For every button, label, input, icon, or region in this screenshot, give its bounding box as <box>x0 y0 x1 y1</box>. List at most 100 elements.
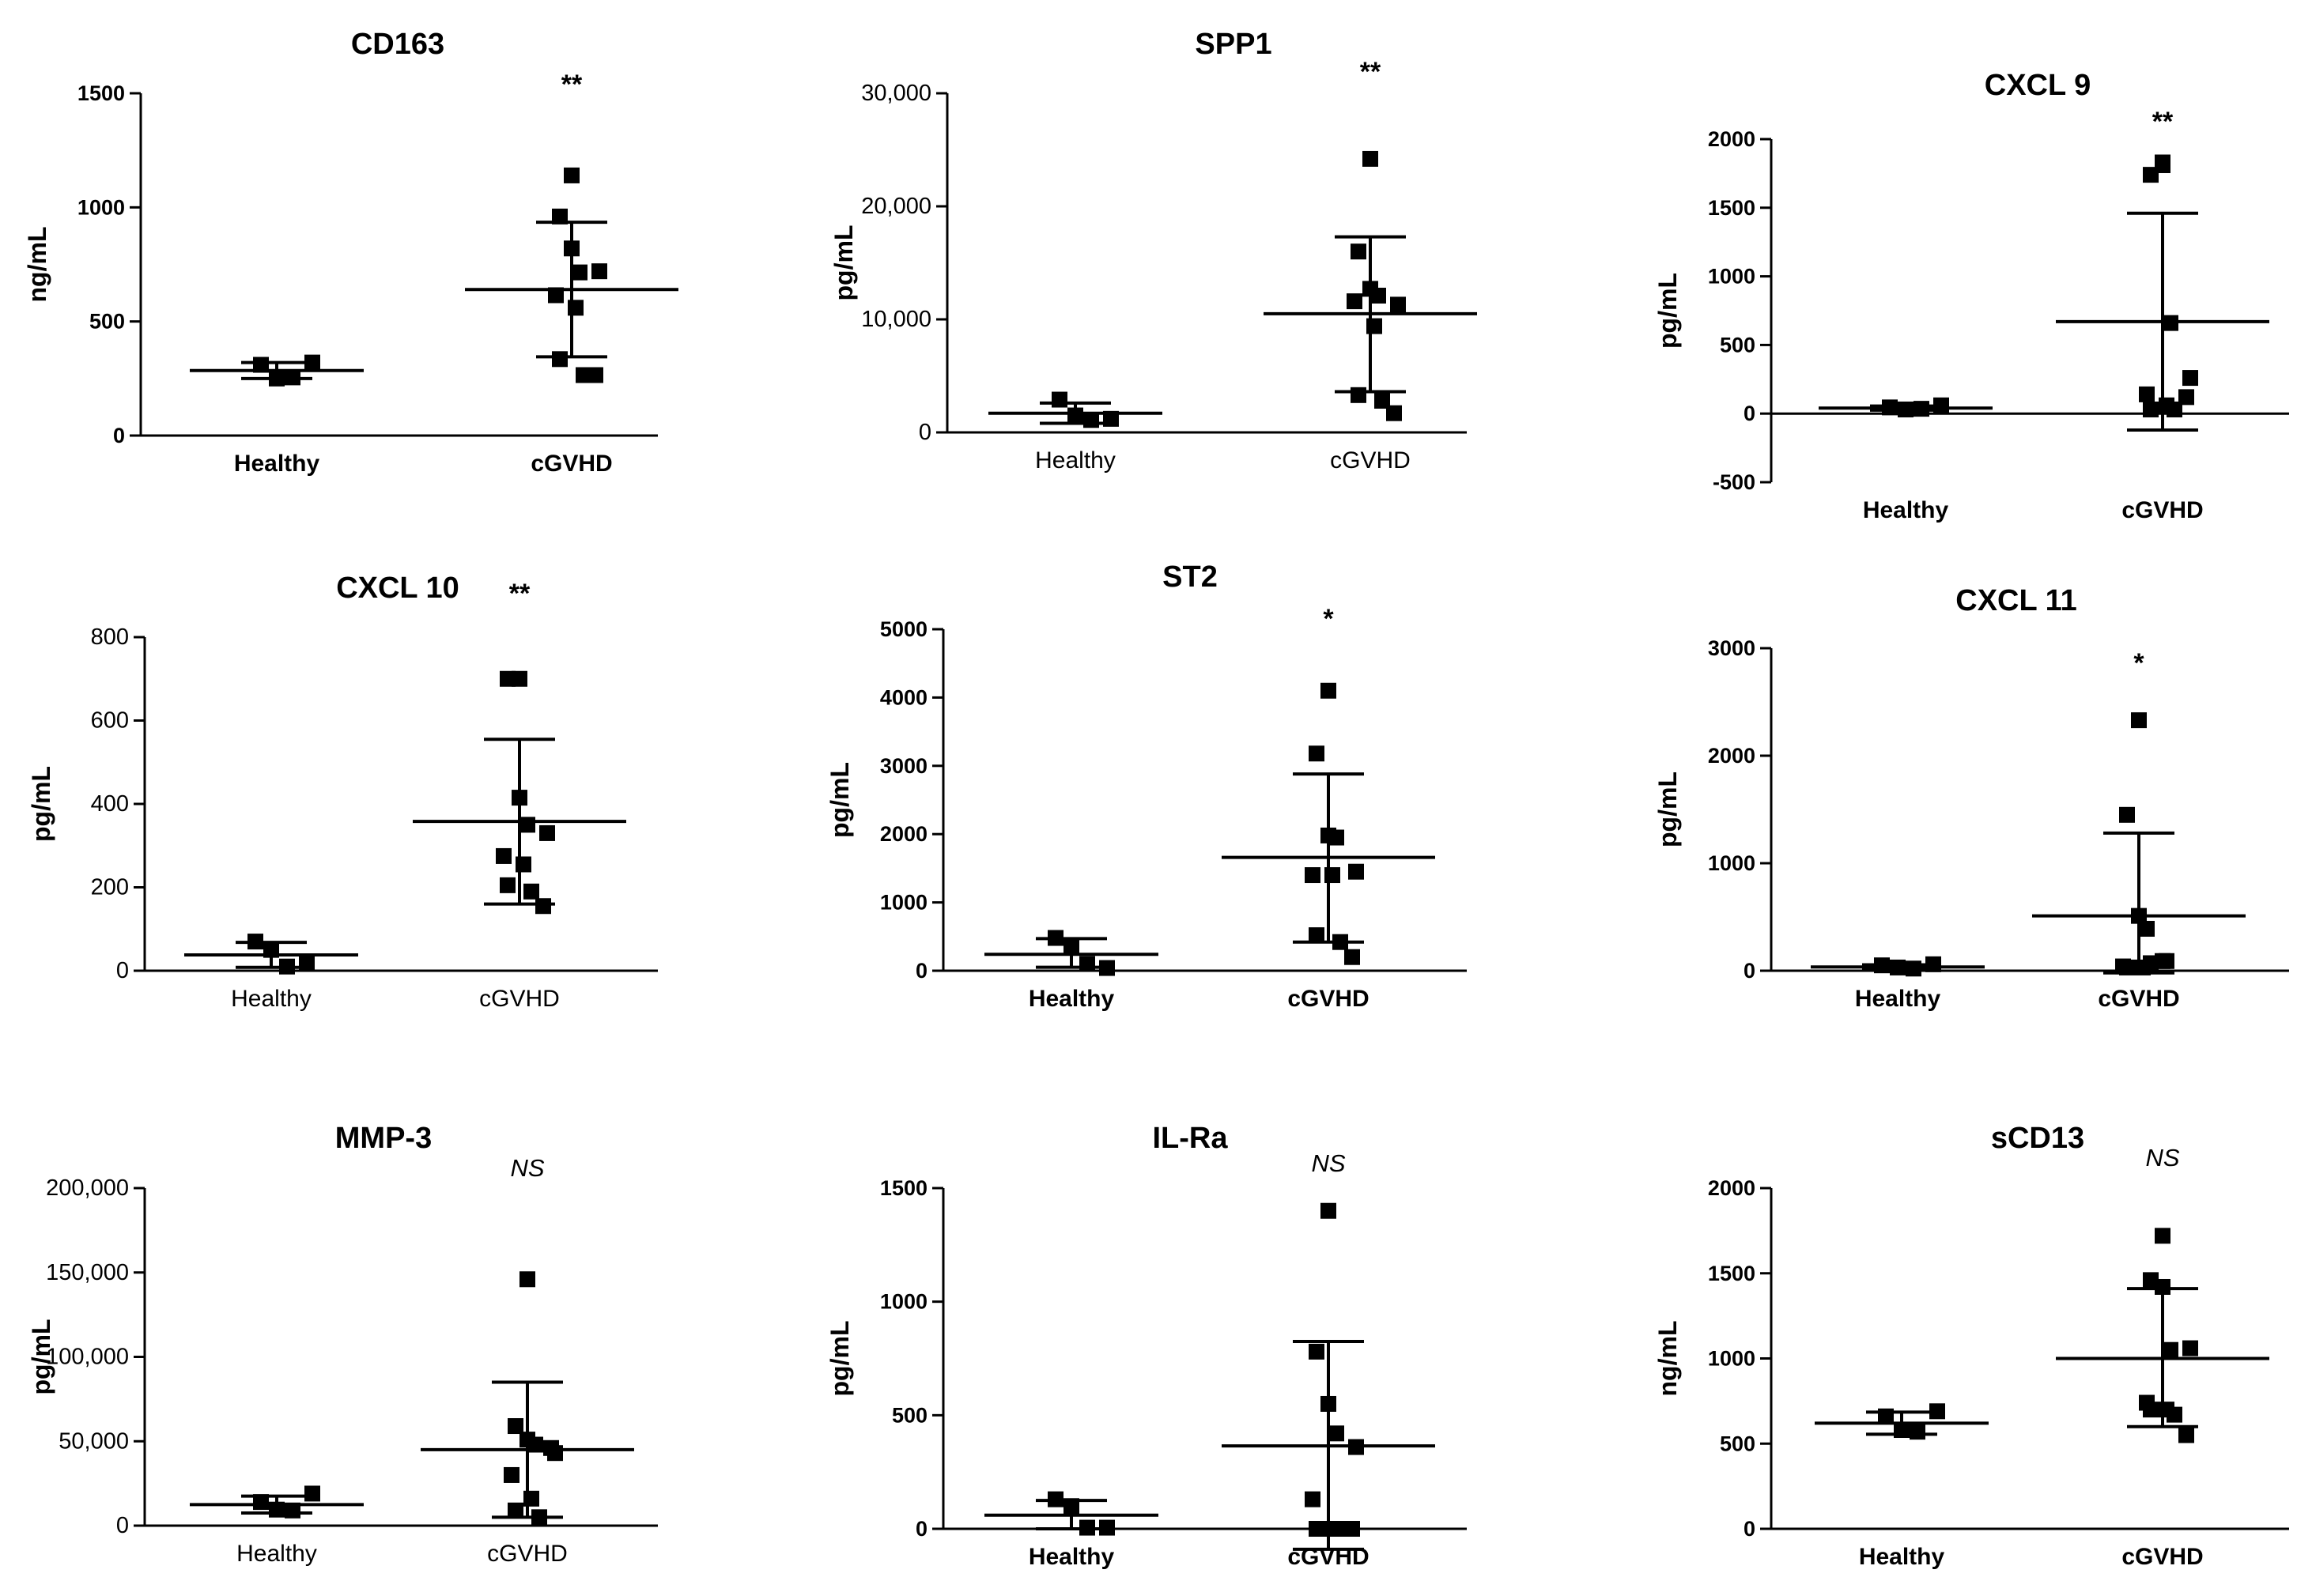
chart-title: CXCL 11 <box>1955 584 2076 617</box>
y-tick-label: 0 <box>1744 1517 1755 1541</box>
data-point <box>2155 154 2170 171</box>
chart-title: CD163 <box>351 28 444 61</box>
data-point <box>512 790 527 806</box>
y-tick-label: 150,000 <box>46 1260 129 1285</box>
data-point <box>523 883 539 900</box>
data-point <box>504 1466 519 1483</box>
y-axis-label: pg/mL <box>1653 772 1682 847</box>
data-point <box>1351 387 1366 403</box>
data-point <box>279 958 295 975</box>
series-cgvhd <box>413 670 626 915</box>
y-tick-label: 500 <box>1720 333 1755 357</box>
series-cgvhd <box>2056 1228 2269 1443</box>
significance-marker: ** <box>509 579 531 609</box>
x-tick-label-healthy: Healthy <box>1035 447 1116 474</box>
chart-title: CXCL 9 <box>1985 69 2091 102</box>
y-tick-label: 100,000 <box>46 1345 129 1370</box>
series-cgvhd <box>421 1271 634 1526</box>
data-point <box>1366 318 1382 334</box>
x-tick-label-cgvhd: cGVHD <box>487 1541 568 1567</box>
data-point <box>269 370 285 387</box>
y-tick-label: 0 <box>1744 959 1755 983</box>
y-tick-label: 200 <box>91 875 129 900</box>
y-axis-label: pg/mL <box>1653 273 1682 349</box>
y-tick-label: 1500 <box>77 81 125 105</box>
data-point <box>1906 960 1921 977</box>
y-tick-label: 500 <box>89 310 125 334</box>
data-point <box>1328 1425 1344 1442</box>
data-point <box>1309 1343 1324 1360</box>
data-point <box>2167 401 2182 417</box>
panel-mmp-3: MMP-3 pg/mL 0 50,000 100,000 150,000 200,000 He… <box>27 1122 658 1567</box>
significance-marker: * <box>1323 604 1334 634</box>
data-point <box>1328 829 1344 846</box>
data-point <box>539 824 555 841</box>
y-tick-label: 0 <box>916 959 927 983</box>
chart-title: ST2 <box>1162 560 1218 594</box>
y-tick-label: 2000 <box>1708 744 1755 768</box>
data-point <box>1878 1408 1894 1424</box>
y-tick-label: 200,000 <box>46 1175 129 1201</box>
x-tick-label-cgvhd: cGVHD <box>2121 497 2203 523</box>
data-point <box>285 369 300 386</box>
y-axis-label: ng/mL <box>1653 1321 1682 1397</box>
data-point <box>519 1271 535 1288</box>
y-tick-label: 0 <box>919 420 931 445</box>
x-tick-label-healthy: Healthy <box>1859 1544 1945 1570</box>
data-point <box>1305 1491 1320 1507</box>
chart-title: IL-Ra <box>1153 1122 1229 1155</box>
panel-spp1: SPP1 pg/mL 0 10,000 20,000 30,000 Healthy cGVHD… <box>829 28 1477 474</box>
series-healthy <box>190 354 364 387</box>
data-point <box>1890 959 1906 975</box>
data-point <box>591 263 607 280</box>
y-tick-label: 10,000 <box>861 307 931 332</box>
data-point <box>552 351 568 368</box>
y-tick-label: 50,000 <box>59 1428 129 1454</box>
x-tick-label-healthy: Healthy <box>1029 1544 1115 1570</box>
data-point <box>2139 386 2155 402</box>
data-point <box>247 934 263 950</box>
data-point <box>1370 287 1386 304</box>
data-point <box>2139 920 2155 937</box>
data-point <box>1344 1521 1360 1537</box>
y-tick-label: 800 <box>91 624 129 650</box>
y-tick-label: 1000 <box>880 891 927 915</box>
data-point <box>2155 953 2170 969</box>
chart-title: sCD13 <box>1991 1122 2084 1155</box>
chart-title: MMP-3 <box>335 1122 432 1155</box>
series-healthy <box>1819 397 1993 417</box>
y-tick-label: 0 <box>916 1517 927 1541</box>
data-point <box>1390 296 1406 313</box>
data-point <box>1063 1498 1079 1515</box>
data-point <box>1320 1202 1336 1219</box>
data-point <box>1386 405 1402 421</box>
data-point <box>1309 1521 1324 1537</box>
y-tick-label: 30,000 <box>861 81 931 106</box>
data-point <box>2119 806 2135 823</box>
y-tick-label: 1000 <box>880 1290 927 1314</box>
y-tick-label: 500 <box>892 1403 927 1427</box>
y-tick-label: 1000 <box>1708 265 1755 289</box>
data-point <box>299 954 315 971</box>
data-point <box>1374 392 1390 409</box>
y-tick-label: 3000 <box>880 754 927 778</box>
data-point <box>263 941 279 958</box>
panel-cxcl-11: CXCL 11 pg/mL 0 1000 2000 3000 Healthy cGVHD * <box>1653 584 2289 1012</box>
x-tick-label-cgvhd: cGVHD <box>479 986 560 1012</box>
y-tick-label: 1500 <box>880 1176 927 1200</box>
data-point <box>1099 960 1115 976</box>
y-tick-label: 2000 <box>880 822 927 846</box>
y-axis-label: pg/mL <box>825 1321 854 1397</box>
panel-cxcl-10: CXCL 10 pg/mL 0 200 400 600 800 Healthy cGVHD ** <box>27 572 658 1012</box>
data-point <box>1048 930 1063 946</box>
x-tick-label-healthy: Healthy <box>234 451 320 477</box>
data-point <box>568 300 584 316</box>
y-tick-label: -500 <box>1713 470 1755 494</box>
data-point <box>2178 389 2194 406</box>
data-point <box>1348 1439 1364 1455</box>
data-point <box>587 367 603 383</box>
data-point <box>552 208 568 224</box>
data-point <box>523 1490 539 1507</box>
y-tick-label: 600 <box>91 708 129 734</box>
